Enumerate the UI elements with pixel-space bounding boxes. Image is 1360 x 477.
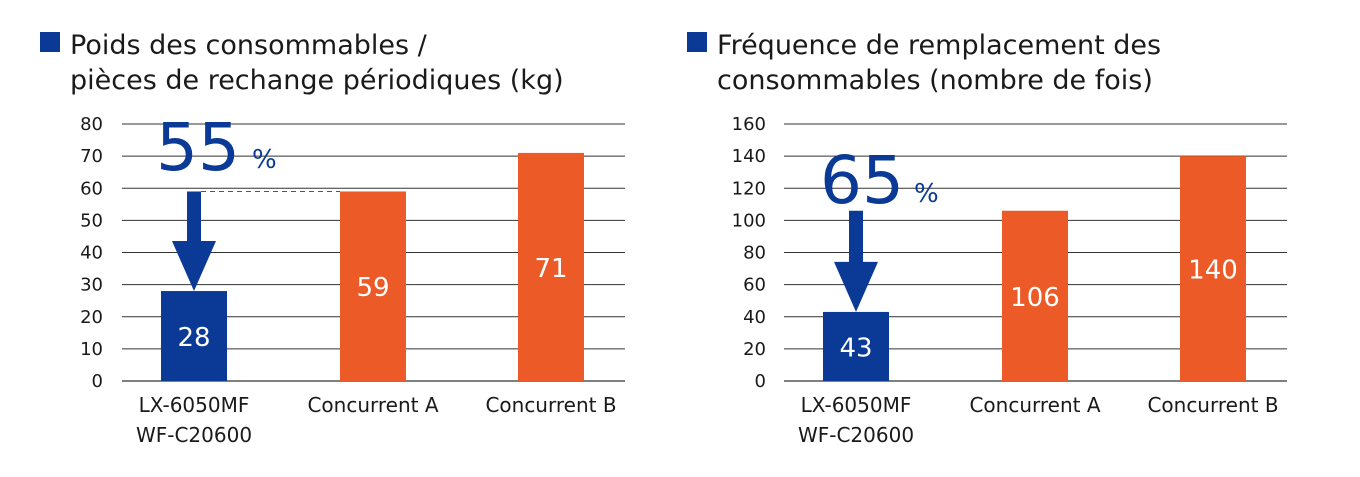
y-tick-label: 80 <box>743 243 766 264</box>
bar-value-label: 71 <box>534 254 567 284</box>
bar-value-label: 43 <box>839 333 872 363</box>
y-tick-label: 50 <box>80 210 103 231</box>
bar <box>340 191 406 381</box>
bar <box>1002 210 1068 381</box>
y-tick-label: 0 <box>92 371 103 392</box>
bar-value-label: 140 <box>1188 256 1238 286</box>
reduction-percent-value: 65 <box>820 142 904 219</box>
y-tick-label: 60 <box>80 178 103 199</box>
y-tick-label: 20 <box>743 339 766 360</box>
bar-value-label: 59 <box>356 273 389 303</box>
reduction-percent-unit: % <box>914 179 939 209</box>
bar <box>518 152 584 381</box>
chart-title-line: Poids des consommables / <box>70 30 428 61</box>
reduction-percent-unit: % <box>252 145 277 175</box>
y-tick-label: 10 <box>80 339 103 360</box>
bar <box>1180 156 1246 381</box>
title-square-icon <box>40 32 60 52</box>
chart-2: Fréquence de remplacement des consommable… <box>687 30 1287 447</box>
x-category-label: LX-6050MF <box>139 393 250 417</box>
x-category-label: Concurrent B <box>485 393 616 417</box>
y-tick-label: 70 <box>80 146 103 167</box>
x-category-label: LX-6050MF <box>801 393 912 417</box>
reduction-percent-value: 55 <box>156 109 240 186</box>
chart-title-line: pièces de rechange périodiques (kg) <box>70 65 564 96</box>
y-tick-label: 120 <box>732 178 766 199</box>
chart-1: Poids des consommables / pièces de rechan… <box>40 30 625 447</box>
x-category-label: Concurrent A <box>969 393 1100 417</box>
y-tick-label: 160 <box>732 114 766 135</box>
y-tick-label: 80 <box>80 114 103 135</box>
chart-title-line: consommables (nombre de fois) <box>717 65 1153 96</box>
y-tick-label: 140 <box>732 146 766 167</box>
x-category-label: Concurrent B <box>1147 393 1278 417</box>
bar <box>161 291 227 381</box>
y-tick-label: 0 <box>755 371 766 392</box>
x-category-label: WF-C20600 <box>136 423 252 447</box>
y-tick-label: 40 <box>80 243 103 264</box>
y-tick-label: 20 <box>80 307 103 328</box>
chart-title-line: Fréquence de remplacement des <box>717 30 1161 61</box>
title-square-icon <box>687 32 707 52</box>
down-arrow-icon <box>172 191 216 292</box>
y-tick-label: 100 <box>732 210 766 231</box>
x-category-label: Concurrent A <box>307 393 438 417</box>
y-tick-label: 40 <box>743 307 766 328</box>
down-arrow-icon <box>834 210 878 312</box>
x-category-label: WF-C20600 <box>798 423 914 447</box>
y-tick-label: 30 <box>80 275 103 296</box>
bar-value-label: 28 <box>177 323 210 353</box>
bar-value-label: 106 <box>1010 283 1060 313</box>
y-tick-label: 60 <box>743 275 766 296</box>
bar <box>823 311 889 381</box>
